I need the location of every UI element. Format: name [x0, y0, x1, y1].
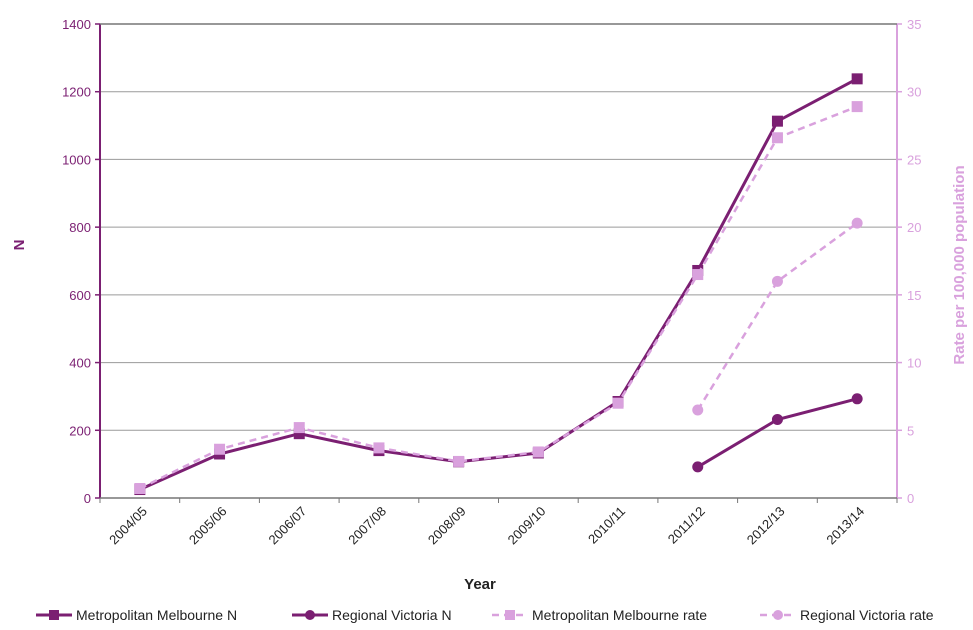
left-tick-label: 400: [69, 356, 91, 371]
right-axis-ticks: 0 5 10 15 20 25 30 35: [897, 17, 921, 506]
right-tick-label: 35: [907, 17, 921, 32]
x-tick-label: 2008/09: [425, 504, 469, 548]
legend-marker: [773, 610, 783, 620]
series-line: [139, 105, 858, 490]
data-point: [692, 461, 704, 473]
right-tick-label: 30: [907, 85, 921, 100]
gridlines: [100, 23, 897, 431]
data-point: [293, 428, 305, 440]
data-point: [692, 404, 704, 416]
axes: [99, 23, 898, 499]
series-metropolitan-melbourne-rate: [134, 101, 863, 495]
data-point: [453, 455, 465, 467]
right-tick-label: 15: [907, 288, 921, 303]
x-tick-label: 2012/13: [744, 504, 788, 548]
x-tick-label: 2005/06: [186, 504, 230, 548]
legend-item: Regional Victoria N: [292, 607, 452, 623]
legend-label: Regional Victoria N: [332, 607, 452, 623]
data-point: [771, 275, 783, 287]
legend-label: Regional Victoria rate: [800, 607, 934, 623]
x-tick-label: 2009/10: [505, 504, 549, 548]
legend-marker: [305, 610, 315, 620]
right-tick-label: 20: [907, 220, 921, 235]
x-tick-label: 2010/11: [585, 504, 628, 547]
x-axis-ticks: 2004/05 2005/06 2006/07 2007/08 2008/09 2009/…: [99, 498, 898, 548]
series-line: [139, 77, 858, 491]
legend-item: Regional Victoria rate: [760, 607, 934, 623]
data-point: [771, 413, 783, 425]
right-tick-label: 5: [907, 423, 914, 438]
x-tick-label: 2007/08: [345, 504, 389, 548]
left-tick-label: 800: [69, 220, 91, 235]
data-point: [612, 397, 624, 409]
left-axis-title: N: [11, 240, 28, 251]
left-tick-label: 200: [69, 423, 91, 438]
series-line: [697, 397, 858, 469]
right-tick-label: 25: [907, 152, 921, 167]
series-regional-victoria-n: [692, 393, 863, 473]
left-axis-ticks: 0 200 400 600 800 1000 1200 1400: [62, 17, 100, 506]
left-tick-label: 1400: [62, 17, 91, 32]
legend: Metropolitan Melbourne N Regional Victori…: [36, 607, 934, 623]
data-point: [851, 393, 863, 405]
legend-label: Metropolitan Melbourne N: [76, 607, 237, 623]
series-metropolitan-melbourne-n: [134, 73, 863, 496]
legend-label: Metropolitan Melbourne rate: [532, 607, 707, 623]
series-regional-victoria-rate: [692, 217, 863, 416]
data-point: [771, 132, 783, 144]
data-point: [293, 422, 305, 434]
series-layer: [134, 73, 863, 496]
data-point: [851, 101, 863, 113]
data-point: [692, 269, 704, 281]
data-point: [373, 442, 385, 454]
legend-item: Metropolitan Melbourne N: [36, 607, 237, 623]
legend-item: Metropolitan Melbourne rate: [492, 607, 707, 623]
data-point: [851, 217, 863, 229]
left-tick-label: 600: [69, 288, 91, 303]
left-tick-label: 1200: [62, 85, 91, 100]
series-line: [696, 222, 858, 411]
left-tick-label: 0: [84, 491, 91, 506]
left-tick-label: 1000: [62, 152, 91, 167]
right-tick-label: 10: [907, 356, 921, 371]
right-axis-title: Rate per 100,000 population: [951, 165, 968, 364]
x-tick-label: 2011/12: [665, 504, 708, 547]
x-tick-label: 2013/14: [823, 504, 867, 548]
data-point: [771, 115, 783, 127]
data-point: [134, 483, 146, 495]
legend-marker: [49, 610, 59, 620]
data-point: [851, 73, 863, 85]
data-point: [532, 446, 544, 458]
x-tick-label: 2004/05: [106, 504, 150, 548]
data-point: [214, 443, 226, 455]
right-tick-label: 0: [907, 491, 914, 506]
legend-marker: [505, 610, 515, 620]
x-tick-label: 2006/07: [266, 504, 310, 548]
x-axis-title: Year: [464, 576, 496, 593]
